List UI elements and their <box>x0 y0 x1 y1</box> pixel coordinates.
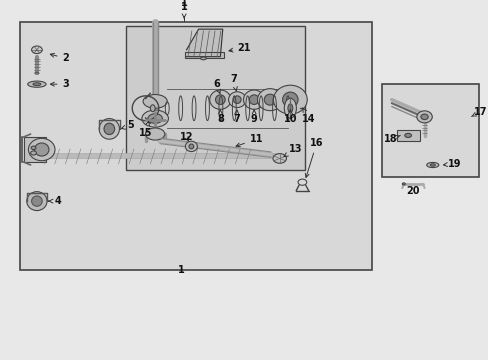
Ellipse shape <box>148 114 162 123</box>
Text: 12: 12 <box>180 132 193 143</box>
Text: 1: 1 <box>181 2 187 18</box>
Ellipse shape <box>272 154 286 163</box>
Text: 20: 20 <box>406 186 419 196</box>
Ellipse shape <box>404 133 411 138</box>
Ellipse shape <box>228 92 245 108</box>
Text: 6: 6 <box>213 79 220 94</box>
Ellipse shape <box>273 85 306 114</box>
Bar <box>381 84 478 177</box>
Ellipse shape <box>31 151 36 155</box>
Bar <box>185 52 224 58</box>
Text: 17: 17 <box>470 107 487 117</box>
Bar <box>24 138 45 162</box>
Text: 2: 2 <box>50 53 69 63</box>
Text: 11: 11 <box>236 134 263 147</box>
Ellipse shape <box>209 90 230 109</box>
Text: 3: 3 <box>50 79 69 89</box>
Ellipse shape <box>287 104 292 113</box>
Ellipse shape <box>215 95 224 104</box>
Ellipse shape <box>188 144 193 149</box>
Text: 19: 19 <box>443 159 460 169</box>
Ellipse shape <box>35 143 49 156</box>
Text: 13: 13 <box>284 144 302 157</box>
Ellipse shape <box>426 162 438 167</box>
Bar <box>126 26 304 170</box>
Ellipse shape <box>27 192 47 211</box>
Ellipse shape <box>200 57 206 60</box>
Ellipse shape <box>33 83 41 86</box>
Ellipse shape <box>32 46 42 54</box>
Text: 7: 7 <box>232 110 239 123</box>
Ellipse shape <box>402 183 405 185</box>
Ellipse shape <box>104 123 114 135</box>
Ellipse shape <box>233 96 241 103</box>
Ellipse shape <box>416 111 431 123</box>
Ellipse shape <box>142 110 168 127</box>
Ellipse shape <box>28 81 46 87</box>
Text: 15: 15 <box>139 121 152 138</box>
Text: 21: 21 <box>228 43 251 53</box>
Ellipse shape <box>150 105 155 112</box>
Ellipse shape <box>429 164 434 166</box>
Ellipse shape <box>282 92 298 107</box>
Text: 18: 18 <box>383 134 400 144</box>
Ellipse shape <box>143 94 167 108</box>
Ellipse shape <box>243 90 264 109</box>
Text: 7: 7 <box>229 74 237 91</box>
Bar <box>396 130 419 141</box>
Text: 9: 9 <box>250 110 257 123</box>
Polygon shape <box>186 29 223 57</box>
Ellipse shape <box>99 118 119 139</box>
Text: 10: 10 <box>283 110 297 123</box>
Ellipse shape <box>420 114 427 120</box>
Ellipse shape <box>31 146 36 149</box>
Text: 1: 1 <box>181 0 187 8</box>
Bar <box>20 22 372 270</box>
Text: 14: 14 <box>301 108 315 123</box>
Text: 5: 5 <box>121 121 134 130</box>
Ellipse shape <box>249 95 259 104</box>
Ellipse shape <box>32 196 42 206</box>
Text: 4: 4 <box>48 196 61 206</box>
Text: 8: 8 <box>217 110 224 123</box>
Text: 1: 1 <box>178 265 185 275</box>
Ellipse shape <box>28 138 55 161</box>
Ellipse shape <box>257 89 282 111</box>
Ellipse shape <box>284 98 296 118</box>
Text: 16: 16 <box>305 138 323 177</box>
Ellipse shape <box>264 94 275 105</box>
Ellipse shape <box>185 141 197 152</box>
Ellipse shape <box>145 128 164 140</box>
